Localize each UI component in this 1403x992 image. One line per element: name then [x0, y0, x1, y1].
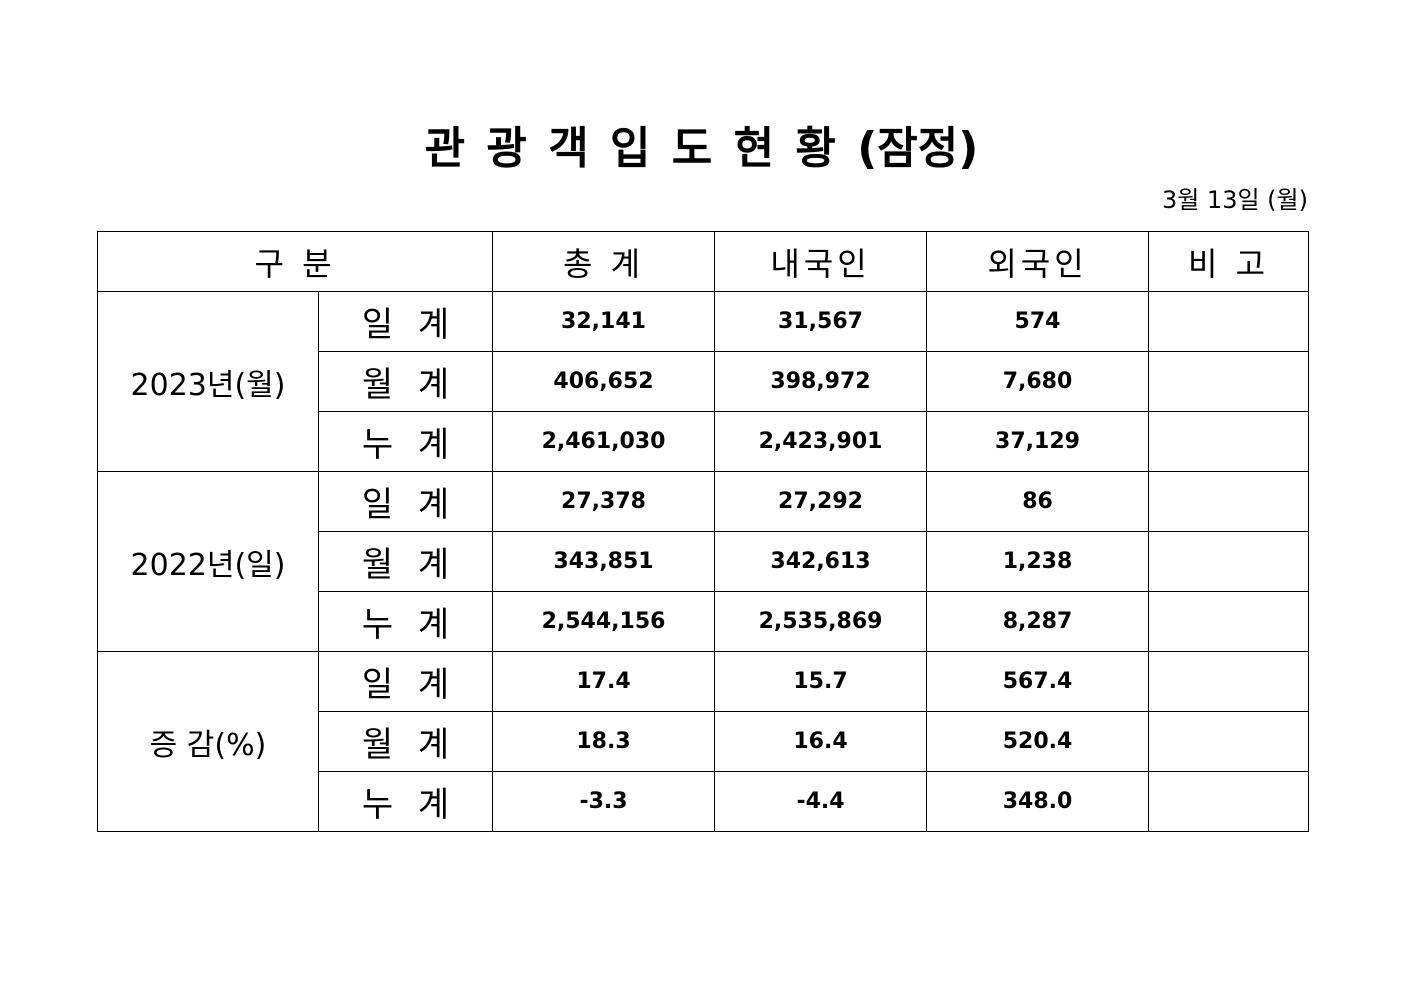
item-label: 누 계	[318, 591, 493, 652]
item-label: 월 계	[318, 351, 493, 412]
value-cell: 16.4	[714, 711, 927, 772]
value-cell: 15.7	[714, 651, 927, 712]
value-cell: 574	[926, 291, 1149, 352]
item-label: 일 계	[318, 471, 493, 532]
note-cell	[1148, 291, 1309, 352]
value-cell: 2,461,030	[492, 411, 715, 472]
item-label: 일 계	[318, 651, 493, 712]
value-cell: 32,141	[492, 291, 715, 352]
header-cell: 내국인	[714, 231, 927, 292]
value-cell: 18.3	[492, 711, 715, 772]
value-cell: 406,652	[492, 351, 715, 412]
group-label: 2023년(월)	[97, 291, 319, 472]
value-cell: 342,613	[714, 531, 927, 592]
row: 월 계 18.3 16.4 520.4	[98, 711, 1309, 772]
value-cell: 8,287	[926, 591, 1149, 652]
value-cell: -3.3	[492, 771, 715, 832]
row: 2023년(월) 일 계 32,141 31,567 574	[97, 291, 1309, 472]
note-cell	[1148, 471, 1309, 532]
note-cell	[1148, 651, 1309, 712]
item-label: 월 계	[318, 711, 493, 772]
value-cell: 37,129	[926, 411, 1149, 472]
row: 누 계 2,544,156 2,535,869 8,287	[98, 591, 1309, 652]
item-label: 일 계	[318, 291, 493, 352]
note-cell	[1148, 411, 1309, 472]
header-cell: 비 고	[1148, 231, 1309, 292]
value-cell: 2,535,869	[714, 591, 927, 652]
item-label: 누 계	[318, 411, 493, 472]
value-cell: 31,567	[714, 291, 927, 352]
header-cell: 총 계	[492, 231, 715, 292]
value-cell: 1,238	[926, 531, 1149, 592]
item-label: 월 계	[318, 531, 493, 592]
value-cell: 7,680	[926, 351, 1149, 412]
value-cell: -4.4	[714, 771, 927, 832]
value-cell: 348.0	[926, 771, 1149, 832]
row: 2022년(일) 일 계 27,378 27,292 86	[97, 471, 1309, 652]
group-label: 2022년(일)	[97, 471, 319, 652]
value-cell: 520.4	[926, 711, 1149, 772]
note-cell	[1148, 351, 1309, 412]
value-cell: 27,378	[492, 471, 715, 532]
note-cell	[1148, 711, 1309, 772]
note-cell	[1148, 531, 1309, 592]
row: 누 계 -3.3 -4.4 348.0	[98, 771, 1309, 832]
header-cell: 구 분	[97, 231, 493, 292]
item-label: 누 계	[318, 771, 493, 832]
value-cell: 343,851	[492, 531, 715, 592]
value-cell: 17.4	[492, 651, 715, 712]
value-cell: 2,423,901	[714, 411, 927, 472]
value-cell: 2,544,156	[492, 591, 715, 652]
group-label: 증 감(%)	[97, 651, 319, 832]
value-cell: 86	[926, 471, 1149, 532]
note-cell	[1148, 591, 1309, 652]
row: 증 감(%) 일 계 17.4 15.7 567.4	[97, 651, 1309, 832]
row: 월 계 343,851 342,613 1,238	[98, 531, 1309, 592]
value-cell: 27,292	[714, 471, 927, 532]
value-cell: 398,972	[714, 351, 927, 412]
title: 관 광 객 입 도 현 황 (잠정)	[424, 123, 979, 174]
note-cell	[1148, 771, 1309, 832]
value-cell: 567.4	[926, 651, 1149, 712]
header-cell: 외국인	[926, 231, 1149, 292]
row: 누 계 2,461,030 2,423,901 37,129	[98, 411, 1309, 472]
date: 3월 13일 (월)	[1161, 186, 1308, 214]
